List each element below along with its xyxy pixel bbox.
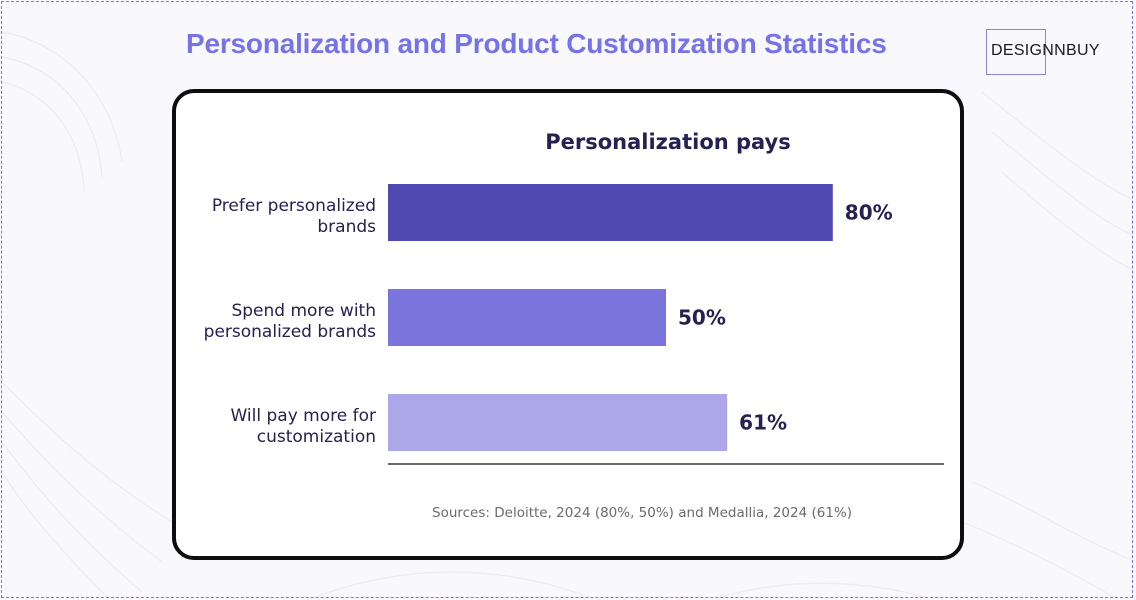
category-label-line: brands xyxy=(317,217,376,237)
chart-card: Personalization pays 80% Prefer personali… xyxy=(172,89,964,560)
bar-3 xyxy=(388,394,728,451)
designnbuy-logo[interactable]: DESIGNNBUY xyxy=(986,29,1108,75)
value-label-3: 61% xyxy=(739,411,787,435)
category-label-line: customization xyxy=(257,427,376,447)
source-note: Sources: Deloitte, 2024 (80%, 50%) and M… xyxy=(432,505,852,521)
category-label-line: Prefer personalized xyxy=(212,196,376,216)
value-label-2: 50% xyxy=(678,306,726,330)
bars-group: 80% Prefer personalized brands 50% Spend mor… xyxy=(204,184,893,451)
category-label-2: Spend more with personalized brands xyxy=(204,301,376,342)
category-label-3: Will pay more for customization xyxy=(231,406,377,447)
bar-1 xyxy=(388,184,833,241)
logo-text: DESIGNNBUY xyxy=(991,42,1100,59)
category-label-line: personalized brands xyxy=(204,322,376,342)
logo-frame xyxy=(986,29,1046,75)
value-label-1: 80% xyxy=(845,201,893,225)
category-label-line: Spend more with xyxy=(231,301,376,321)
page-headline: Personalization and Product Customizatio… xyxy=(186,28,887,59)
bar-chart: Personalization pays 80% Prefer personali… xyxy=(204,130,944,521)
chart-title: Personalization pays xyxy=(545,130,791,154)
bar-2 xyxy=(388,289,666,346)
category-label-1: Prefer personalized brands xyxy=(212,196,376,237)
category-label-line: Will pay more for xyxy=(231,406,377,426)
